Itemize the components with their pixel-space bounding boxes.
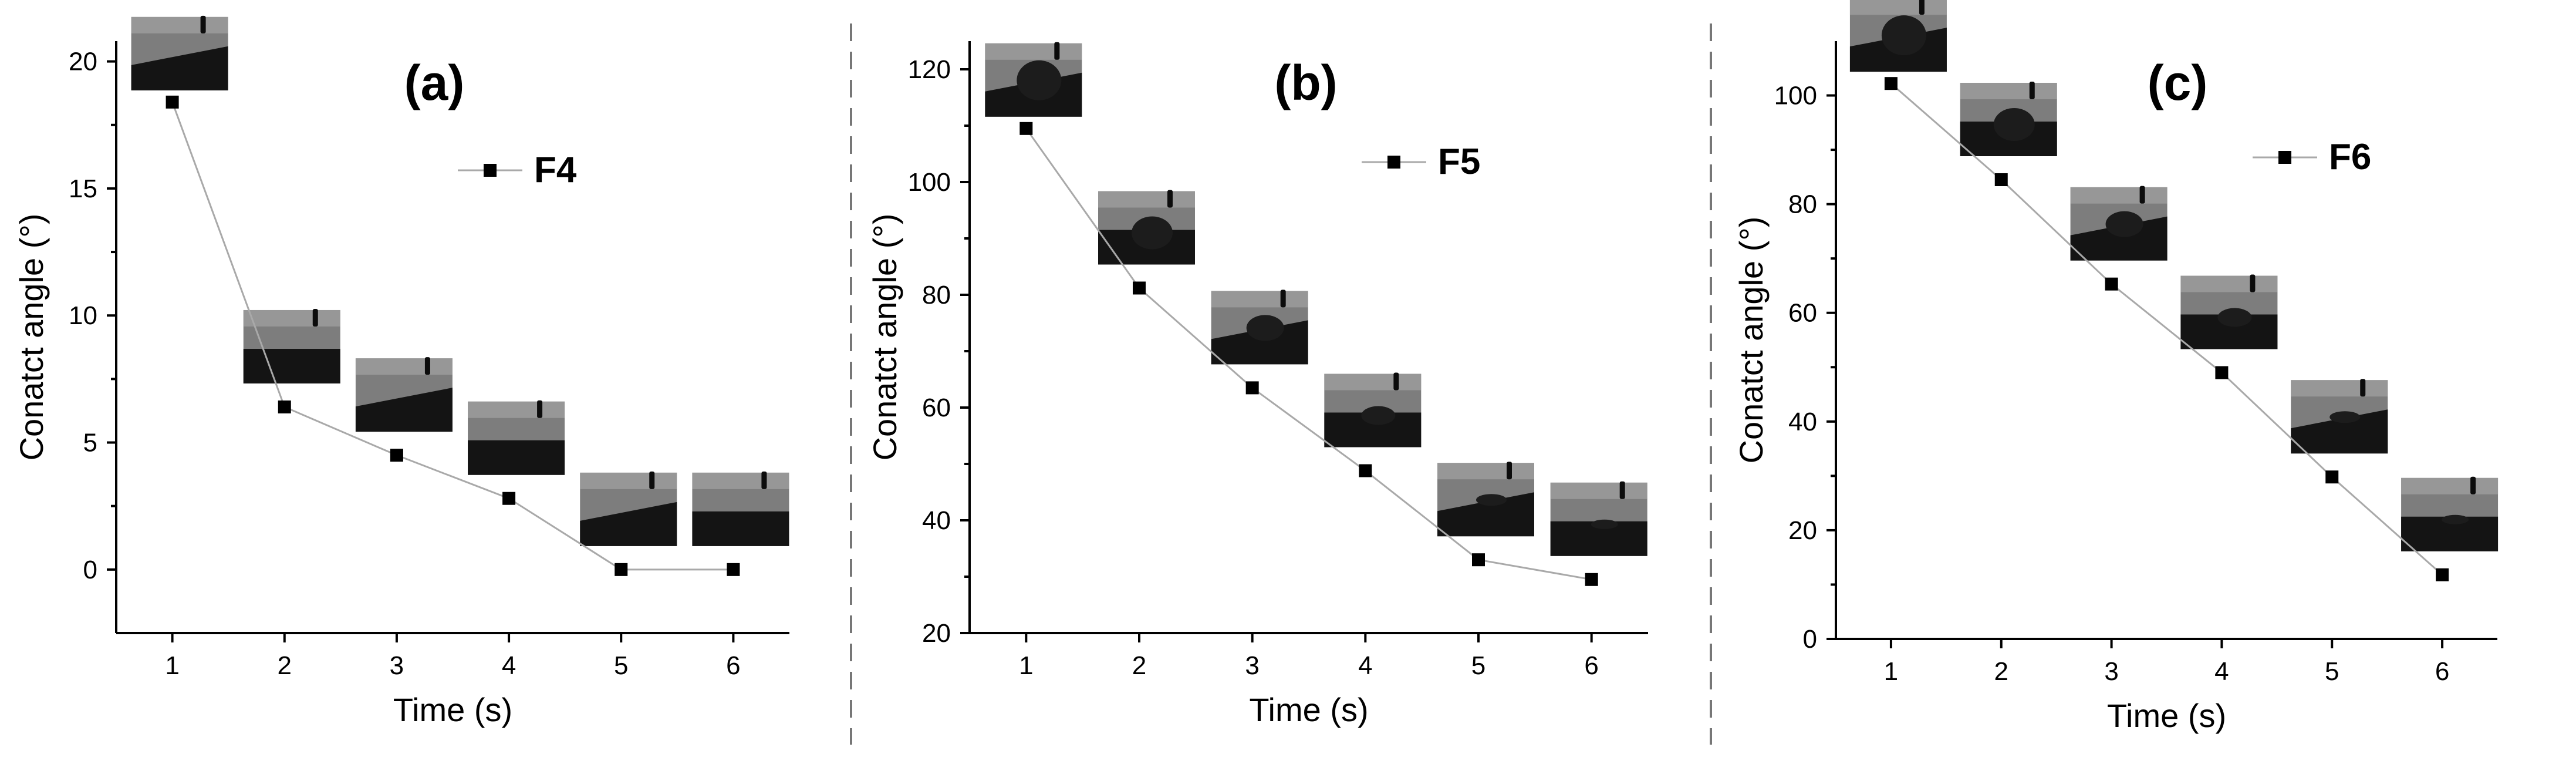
x-tick-label: 2 (1994, 657, 2008, 686)
y-tick-label: 20 (69, 48, 97, 76)
droplet-photo (580, 471, 677, 546)
x-tick-label: 3 (390, 651, 404, 680)
droplet-photo (985, 42, 1082, 117)
droplet-photo (468, 400, 565, 475)
panel-label: (b) (1274, 55, 1337, 110)
y-tick-label: 60 (922, 393, 951, 422)
legend-label: F4 (534, 150, 577, 190)
droplet-photo (1550, 481, 1647, 556)
droplet-photo (1098, 190, 1195, 265)
data-point (2215, 366, 2229, 379)
x-tick-label: 4 (502, 651, 516, 680)
droplet-photo (131, 15, 228, 90)
x-tick-label: 6 (726, 651, 740, 680)
x-axis-label: Time (s) (2107, 697, 2226, 734)
x-tick-label: 4 (2214, 657, 2229, 686)
panel-label: (a) (404, 55, 465, 110)
x-tick-label: 2 (278, 651, 292, 680)
chart-panel-1: 1 2 3 4 5 6 0 5 10 15 20 Time (s) Conatct angle (°) (… (13, 15, 789, 728)
y-tick-label: 40 (1788, 408, 1817, 436)
y-tick-label: 120 (908, 55, 951, 84)
x-tick-label: 5 (1471, 651, 1485, 680)
data-point (1472, 553, 1485, 567)
x-tick-label: 4 (1358, 651, 1372, 680)
legend-marker (2278, 151, 2291, 164)
droplet-photo (1324, 372, 1422, 447)
y-axis-label: Conatct angle (°) (13, 214, 50, 461)
data-point (278, 400, 291, 413)
data-point (727, 563, 740, 576)
x-axis-label: Time (s) (1249, 691, 1368, 728)
legend-label: F5 (1438, 142, 1480, 182)
y-tick-label: 80 (1788, 190, 1817, 219)
data-point (1019, 122, 1033, 135)
x-tick-label: 5 (2325, 657, 2339, 686)
droplet-photo (1211, 290, 1308, 365)
series-line-F5 (1025, 127, 1592, 581)
y-tick-label: 100 (908, 168, 951, 197)
x-tick-label: 5 (614, 651, 628, 680)
droplet-photo (2180, 274, 2278, 349)
droplet-photo (1849, 0, 1947, 72)
y-tick-label: 5 (83, 429, 97, 457)
legend-marker (484, 164, 497, 177)
data-point (1884, 77, 1898, 90)
droplet-photo (1437, 462, 1534, 537)
x-tick-label: 2 (1132, 651, 1146, 680)
x-axis-label: Time (s) (393, 691, 512, 728)
x-tick-label: 1 (165, 651, 179, 680)
droplet-photo (2401, 476, 2499, 551)
data-point (2325, 470, 2339, 484)
x-tick-label: 3 (1245, 651, 1259, 680)
data-point (1585, 573, 1598, 586)
y-tick-label: 0 (83, 556, 97, 584)
y-tick-label: 80 (922, 281, 951, 309)
x-tick-label: 3 (2104, 657, 2118, 686)
data-point (502, 492, 516, 505)
droplet-photo (243, 308, 340, 383)
panel-label: (c) (2148, 55, 2208, 110)
data-point (2105, 277, 2118, 291)
x-tick-label: 6 (1584, 651, 1598, 680)
droplet-photo (355, 357, 453, 432)
y-axis-label: Conatct angle (°) (1733, 217, 1770, 464)
y-tick-label: 10 (69, 301, 97, 330)
data-point (166, 95, 179, 109)
data-point (615, 563, 628, 576)
y-tick-label: 0 (1803, 625, 1817, 654)
x-tick-label: 1 (1884, 657, 1898, 686)
droplet-photo (692, 471, 789, 546)
data-point (390, 449, 403, 462)
chart-panel-2: 1 2 3 4 5 6 20 40 60 80 100 120 Time (s) Conatct angl… (866, 41, 1648, 728)
series-line-F6 (1890, 83, 2443, 576)
x-tick-label: 1 (1019, 651, 1033, 680)
x-tick-label: 6 (2435, 657, 2449, 686)
droplet-photo (1960, 81, 2057, 156)
y-tick-label: 40 (922, 506, 951, 535)
data-point (2436, 568, 2449, 581)
data-point (1994, 173, 2008, 186)
y-tick-label: 20 (922, 619, 951, 648)
y-tick-label: 15 (69, 174, 97, 203)
y-tick-label: 60 (1788, 299, 1817, 328)
data-point (1245, 381, 1259, 395)
y-tick-label: 20 (1788, 516, 1817, 545)
legend-label: F6 (2329, 137, 2371, 177)
data-point (1133, 281, 1146, 295)
y-axis-label: Conatct angle (°) (866, 214, 903, 461)
droplet-photo (2070, 186, 2168, 261)
legend-marker (1387, 156, 1400, 169)
series-line-F4 (171, 102, 734, 571)
y-tick-label: 100 (1774, 82, 1817, 110)
droplet-photo (2291, 379, 2388, 454)
data-point (1359, 464, 1372, 477)
